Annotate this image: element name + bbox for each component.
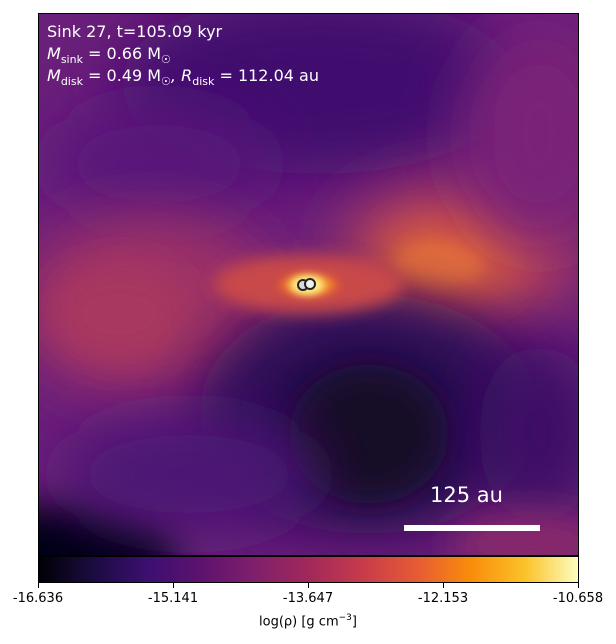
colorbar-tick-label-3: -12.153	[417, 591, 469, 606]
density-map-panel	[38, 13, 579, 556]
scale-bar-label: 125 au	[430, 483, 503, 507]
colorbar-tick-label-4: -10.658	[552, 591, 604, 606]
disk-properties-label: Mdisk = 0.49 M☉, Rdisk = 112.04 au	[47, 66, 319, 89]
colorbar-tick-4	[578, 583, 579, 588]
colorbar	[38, 556, 579, 583]
colorbar-tick-0	[38, 583, 39, 588]
density-map-image	[39, 14, 578, 555]
colorbar-tick-3	[443, 583, 444, 588]
colorbar-tick-label-0: -16.636	[12, 591, 64, 606]
scale-bar	[404, 525, 540, 531]
title-label: Sink 27, t=105.09 kyr	[47, 22, 223, 41]
sink-marker-2	[304, 278, 316, 290]
sink-mass-label: Msink = 0.66 M☉	[47, 44, 171, 67]
colorbar-tick-label-1: -15.141	[147, 591, 199, 606]
colorbar-tick-1	[173, 583, 174, 588]
colorbar-tick-2	[308, 583, 309, 588]
colorbar-title: log(ρ) [g cm−3]	[259, 613, 357, 630]
colorbar-tick-label-2: -13.647	[282, 591, 334, 606]
